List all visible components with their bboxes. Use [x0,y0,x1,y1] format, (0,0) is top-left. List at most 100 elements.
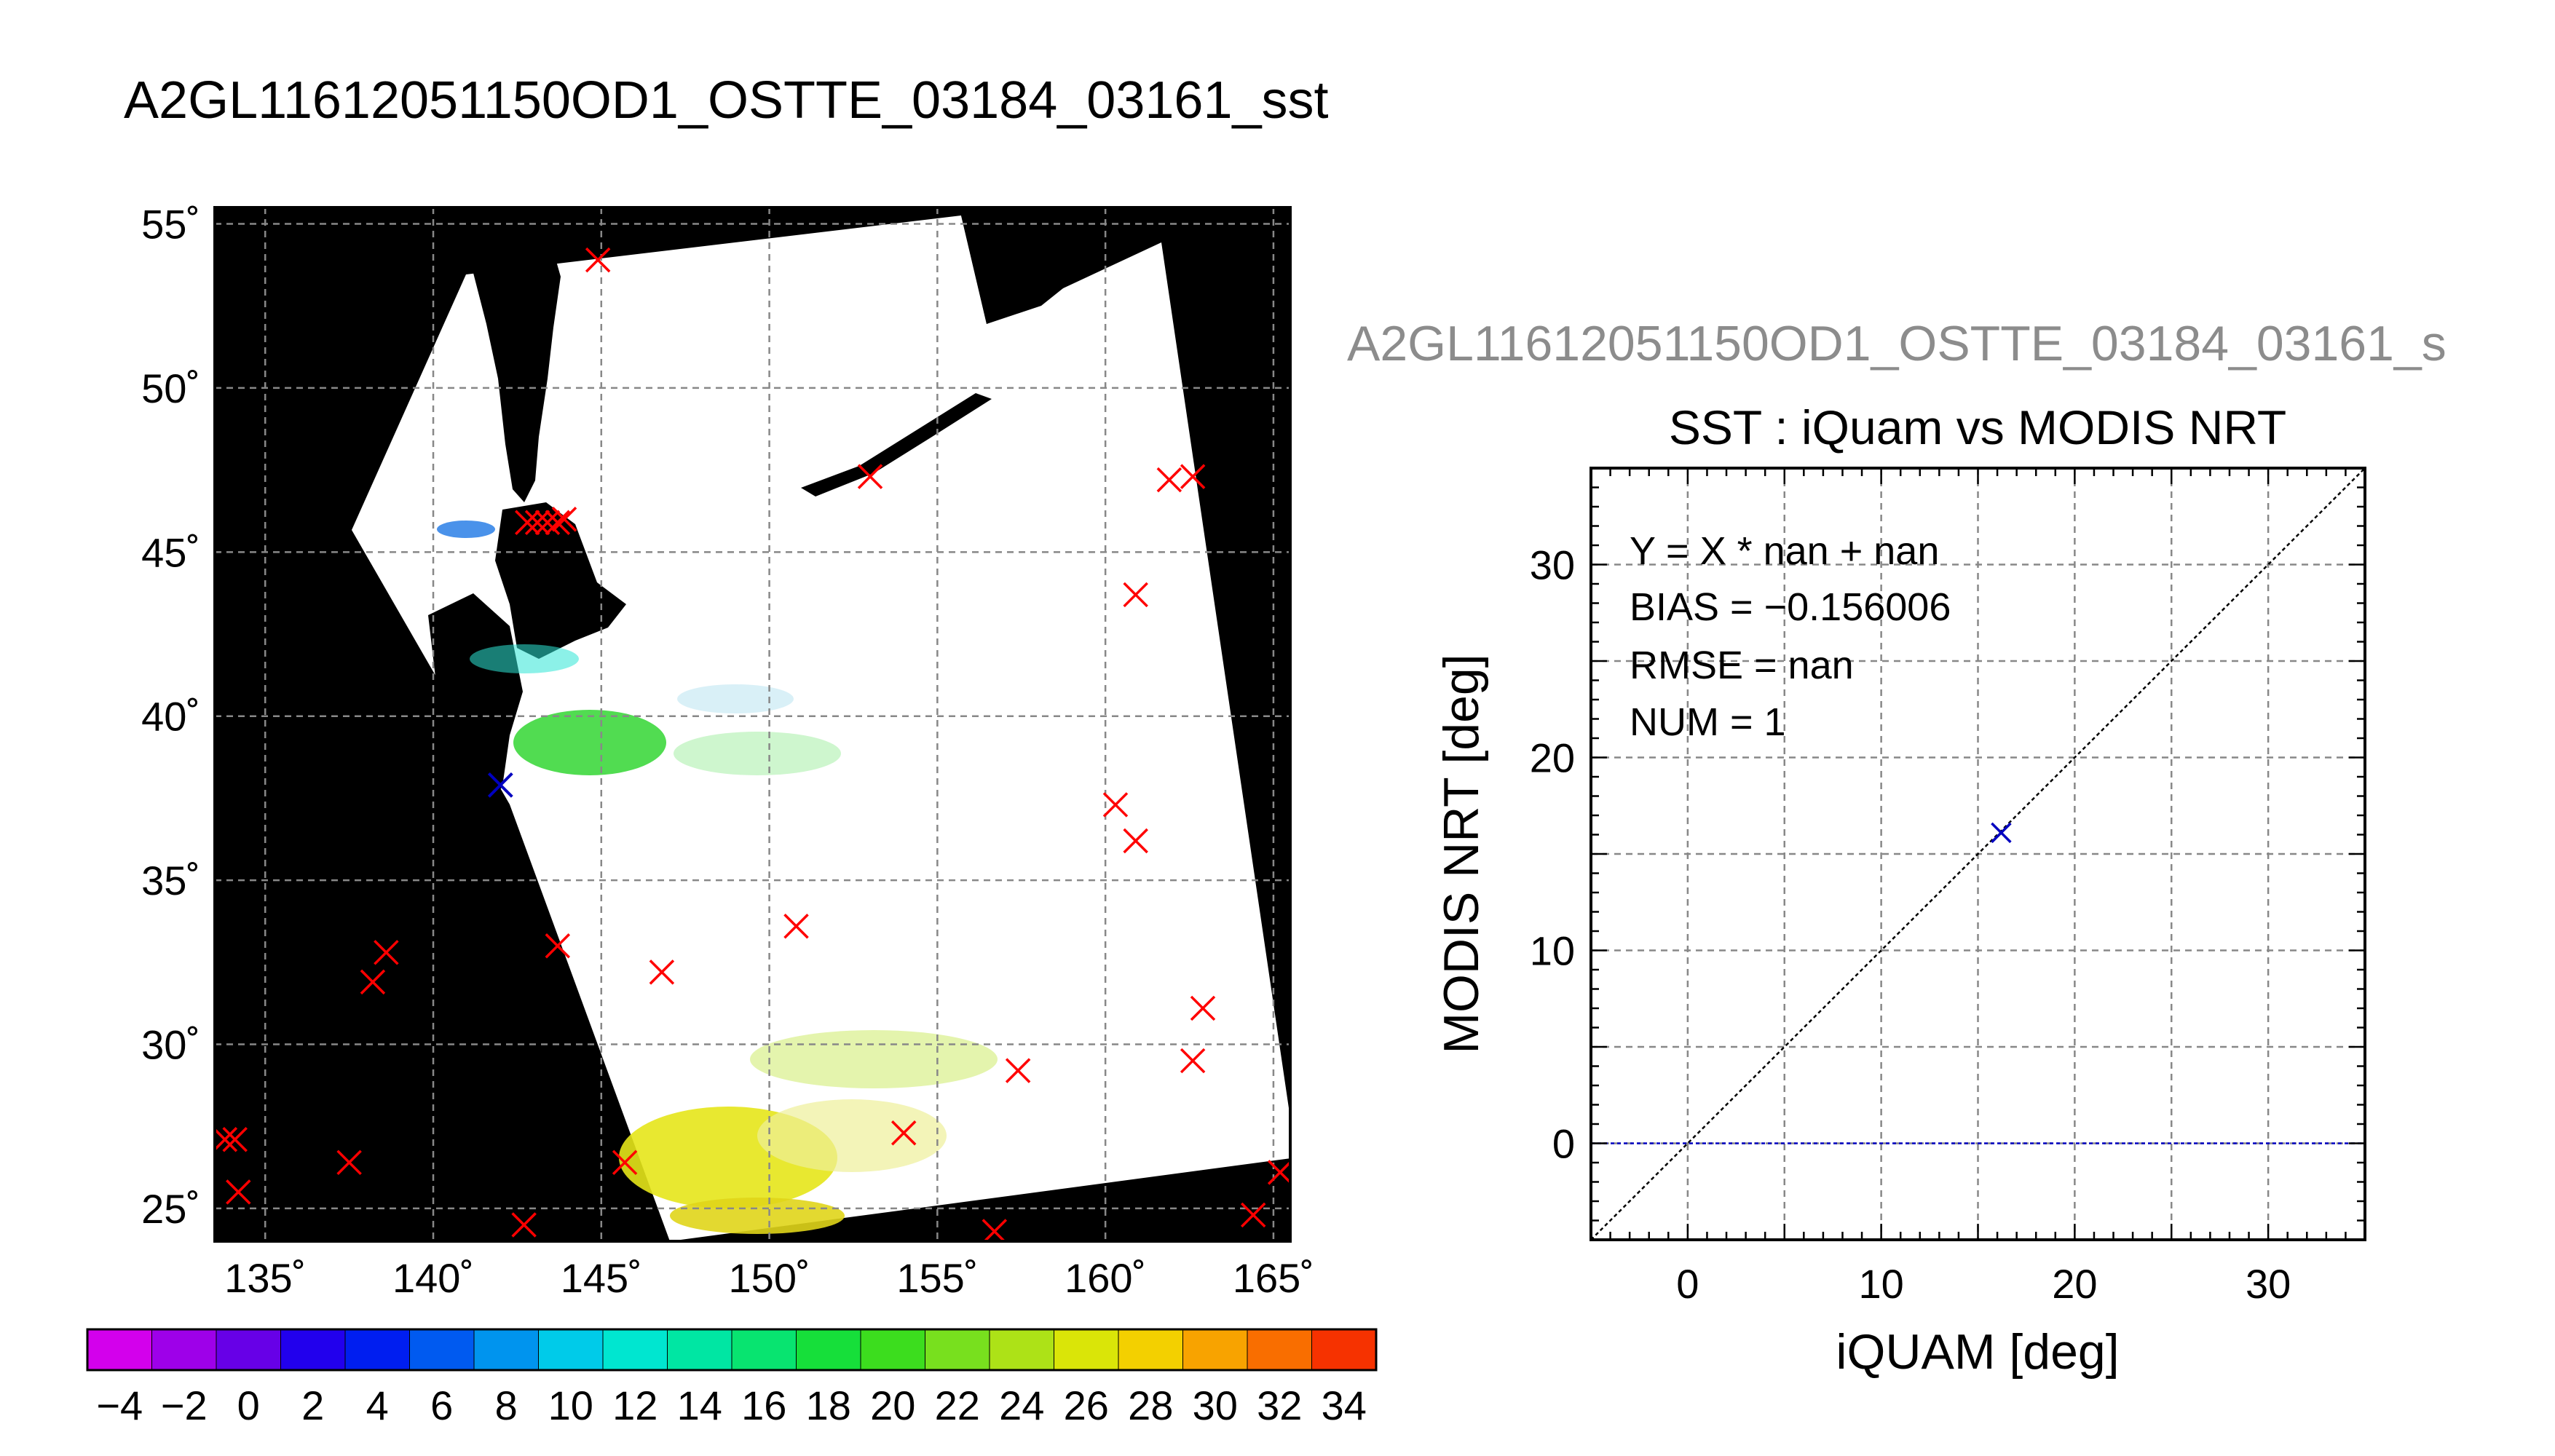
map-station-marker [222,1127,248,1152]
colorbar-tick-label: 8 [495,1382,518,1428]
scatter-x-tick-label: 30 [2246,1261,2291,1307]
colorbar-cell [87,1329,153,1371]
map-station-marker-stroke-b [1123,828,1148,854]
scatter-panel: A2GL11612051150OD1_OSTTE_03184_03161_s S… [1347,316,2447,1380]
sst-patch-cyan [470,644,579,673]
map-station-marker-stroke-b [222,1127,248,1152]
colorbar-cell [796,1329,861,1371]
map-matched-station-marker [487,772,513,798]
identity-line [1591,468,2365,1240]
map-station-marker [360,969,386,995]
colorbar-tick-label: 14 [677,1382,722,1428]
map-panel: 135˚ 140˚ 145˚ 150˚ 155˚ 160˚ 165˚ 25˚ 30˚ 35˚ 40˚… [141,202,1314,1301]
map-station-marker [1180,1048,1206,1074]
stats-fit: Y = X * nan + nan [1630,529,1939,573]
map-station-marker [1123,828,1148,854]
sst-patch-lightblue [677,684,794,713]
map-station-marker-stroke-b [1156,467,1182,493]
map-station-marker [524,510,550,535]
colorbar-tick-label: 6 [430,1382,453,1428]
map-station-marker-stroke-b [534,510,561,535]
map-station-marker [612,1150,638,1176]
map-swath [352,215,1290,1241]
colorbar-cell [731,1329,797,1371]
map-station-marker-stroke-b [551,507,577,532]
scatter-y-tick-label: 0 [1552,1121,1575,1167]
land-kamchatka [961,215,1099,324]
map-station-marker [215,1127,238,1152]
map-station-marker-stroke-b [336,1150,362,1176]
sst-patch-yellow-light [757,1099,947,1172]
map-lat-tick-label: 25˚ [141,1186,200,1232]
scatter-x-tick-label: 20 [2052,1261,2097,1307]
scatter-y-tick-label: 20 [1530,735,1575,781]
map-station-marker [1240,1202,1266,1228]
map-station-marker-stroke-b [1180,464,1206,489]
scatter-points [1991,822,2012,844]
map-station-marker [545,510,571,535]
map-sst-patches [437,521,998,1234]
map-station-markers [215,247,1290,1241]
map-station-marker [336,1150,362,1176]
map-station-marker [585,247,611,273]
map-station-marker [226,1179,251,1205]
colorbar-tick-label: 18 [806,1382,851,1428]
map-station-marker-stroke-b [360,969,386,995]
colorbar-tick-label: 16 [741,1382,786,1428]
scatter-title: SST : iQuam vs MODIS NRT [1669,400,2286,454]
colorbar-cell [344,1329,411,1371]
map-lat-tick-label: 35˚ [141,858,200,903]
stats-rmse: RMSE = nan [1630,644,1854,687]
scatter-x-tick-label: 0 [1676,1261,1699,1307]
scatter-x-tick-label: 10 [1858,1261,1903,1307]
colorbar-tick-label: 12 [612,1382,657,1428]
map-lon-tick-label: 165˚ [1233,1255,1314,1301]
colorbar-tick-label: 26 [1064,1382,1109,1428]
map-station-marker-stroke-b [982,1219,1008,1241]
land-sakhalin [473,251,561,502]
colorbar-tick-label: −4 [96,1382,143,1428]
map-grid [215,207,1290,1241]
map-matched-station-marker-stroke-b [487,772,513,798]
colorbar-cell [409,1329,475,1371]
map-station-marker-stroke-b [1180,1048,1206,1074]
colorbar-tick-label: 22 [935,1382,980,1428]
map-station-marker [1156,467,1182,493]
map-station-marker-stroke-b [1102,792,1129,818]
colorbar-tick-label: 28 [1128,1382,1173,1428]
map-land-masses [428,215,1099,808]
page-title: A2GL11612051150OD1_OSTTE_03184_03161_sst [124,71,1329,130]
colorbar-cells [87,1329,1377,1371]
map-station-marker-stroke-b [524,510,550,535]
map-station-marker-stroke-b [612,1150,638,1176]
map-station-marker-stroke-b [511,1212,537,1238]
map-lon-tick-label: 155˚ [896,1255,978,1301]
colorbar-cell [1311,1329,1377,1371]
map-lon-tick-label: 140˚ [392,1255,474,1301]
map-station-marker-stroke-b [226,1179,251,1205]
map-lat-tick-label: 55˚ [141,202,200,248]
map-station-marker-stroke-b [1123,582,1148,608]
map-station-marker-stroke-b [649,960,675,985]
map-station-marker [1190,995,1216,1021]
colorbar-tick-label: 32 [1257,1382,1302,1428]
colorbar-cell [989,1329,1055,1371]
colorbar-cell [860,1329,926,1371]
map-station-marker [857,464,883,489]
colorbar-cell [1247,1329,1313,1371]
scatter-y-tick-label: 30 [1530,542,1575,588]
map-station-marker-stroke-b [783,914,809,939]
map-station-marker-stroke-b [545,933,571,959]
map-station-marker-stroke-b [515,510,540,535]
map-station-marker-stroke-b [585,247,611,273]
colorbar-cell [602,1329,668,1371]
map-lat-tick-label: 30˚ [141,1022,200,1068]
map-station-marker [545,933,571,959]
map-station-marker-stroke-b [1267,1160,1290,1185]
colorbar-cell [473,1329,540,1371]
scatter-ylabel: MODIS NRT [deg] [1434,654,1489,1053]
map-lon-tick-label: 160˚ [1065,1255,1146,1301]
map-station-marker-stroke-b [1240,1202,1266,1228]
map-station-marker [1102,792,1129,818]
